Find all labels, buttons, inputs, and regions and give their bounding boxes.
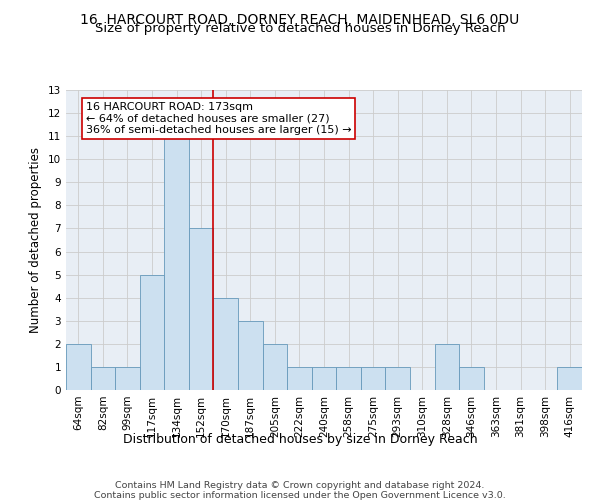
Bar [434,344,459,390]
Bar [263,344,287,390]
Text: Contains public sector information licensed under the Open Government Licence v3: Contains public sector information licen… [94,491,506,500]
Bar [459,367,484,390]
Bar [214,298,238,390]
Bar [361,367,385,390]
Bar [164,136,189,390]
Bar [140,274,164,390]
Text: Distribution of detached houses by size in Dorney Reach: Distribution of detached houses by size … [122,432,478,446]
Text: 16 HARCOURT ROAD: 173sqm
← 64% of detached houses are smaller (27)
36% of semi-d: 16 HARCOURT ROAD: 173sqm ← 64% of detach… [86,102,351,134]
Bar [66,344,91,390]
Bar [312,367,336,390]
Bar [336,367,361,390]
Bar [557,367,582,390]
Text: 16, HARCOURT ROAD, DORNEY REACH, MAIDENHEAD, SL6 0DU: 16, HARCOURT ROAD, DORNEY REACH, MAIDENH… [80,12,520,26]
Y-axis label: Number of detached properties: Number of detached properties [29,147,43,333]
Bar [238,321,263,390]
Bar [189,228,214,390]
Bar [115,367,140,390]
Bar [385,367,410,390]
Bar [287,367,312,390]
Text: Size of property relative to detached houses in Dorney Reach: Size of property relative to detached ho… [95,22,505,35]
Bar [91,367,115,390]
Text: Contains HM Land Registry data © Crown copyright and database right 2024.: Contains HM Land Registry data © Crown c… [115,481,485,490]
